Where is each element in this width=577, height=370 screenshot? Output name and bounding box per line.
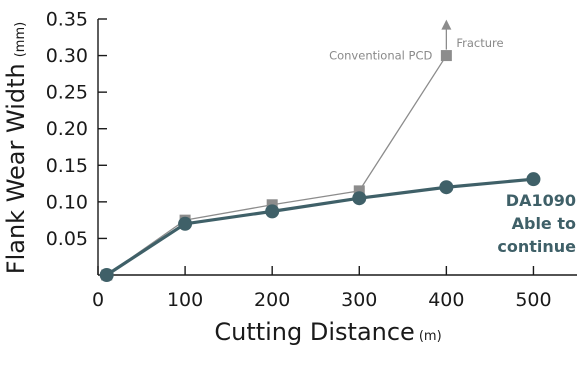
- tick-labels: 0.05 0.10 0.15 0.20 0.25 0.30 0.35 0 100 200 300 40…: [46, 9, 552, 312]
- data-point-da1090: [526, 172, 541, 187]
- y-tick-label: 0.15: [46, 155, 88, 177]
- x-axis-title: Cutting Distance (m): [214, 318, 441, 346]
- y-tick-label: 0.25: [46, 82, 88, 104]
- y-tick-label: 0.35: [46, 9, 88, 31]
- fracture-arrowhead: [441, 19, 452, 30]
- data-point-conventional-pcd: [353, 185, 365, 197]
- x-tick-label: 200: [254, 289, 290, 311]
- annotations: Fracture Conventional PCD DA1090 Able to con…: [329, 19, 576, 256]
- x-axis-title-text: Cutting Distance: [214, 318, 414, 346]
- y-axis-unit: (mm): [13, 22, 28, 57]
- axis-titles: Cutting Distance (m) Flank Wear Width (mm): [2, 22, 442, 346]
- x-tick-label: 300: [341, 289, 377, 311]
- data-point-da1090: [352, 191, 367, 206]
- conventional-pcd-label: Conventional PCD: [329, 49, 432, 63]
- x-tick-label: 400: [428, 289, 464, 311]
- axes: [97, 18, 577, 276]
- y-axis-title: Flank Wear Width (mm): [2, 22, 30, 274]
- data-point-da1090: [439, 180, 454, 195]
- fracture-label: Fracture: [456, 36, 503, 50]
- da1090-label-line: continue: [497, 237, 576, 256]
- data-point-conventional-pcd: [440, 50, 452, 62]
- da1090-label-line: DA1090: [506, 191, 576, 210]
- series: [99, 50, 541, 282]
- y-tick-label: 0.30: [46, 45, 88, 67]
- x-tick-label: 0: [92, 289, 104, 311]
- x-tick-label: 100: [167, 289, 203, 311]
- series-line-da1090: [105, 177, 536, 277]
- data-point-da1090: [265, 204, 280, 219]
- data-point-da1090: [178, 216, 193, 231]
- x-tick-label: 500: [515, 289, 551, 311]
- da1090-label-line: Able to: [512, 214, 576, 233]
- y-axis-title-text: Flank Wear Width: [2, 63, 30, 274]
- data-point-da1090: [99, 268, 114, 282]
- y-tick-label: 0.05: [46, 228, 88, 250]
- x-axis-unit: (m): [419, 329, 442, 344]
- y-tick-label: 0.20: [46, 118, 88, 140]
- y-tick-label: 0.10: [46, 191, 88, 213]
